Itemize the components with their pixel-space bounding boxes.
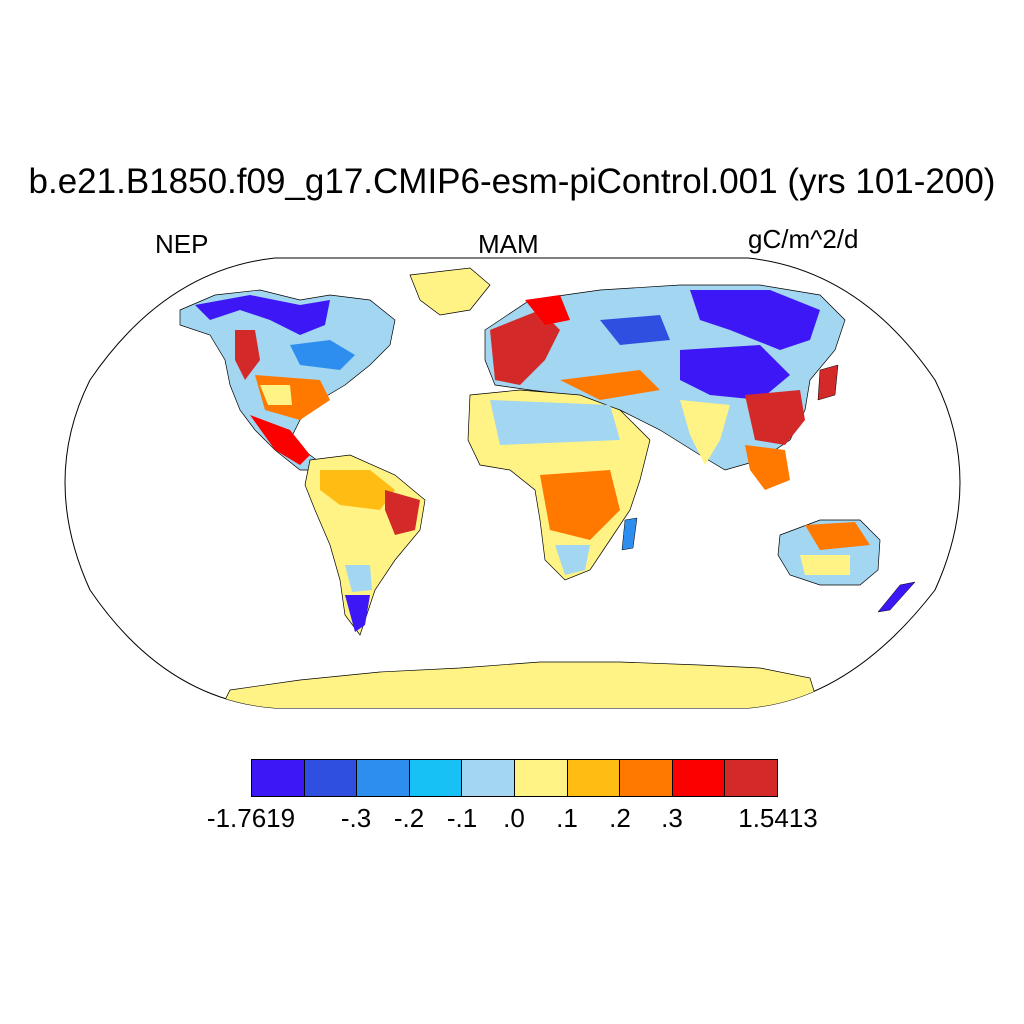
- colorbar-label: -.1: [446, 803, 478, 833]
- colorbar-label: .0: [503, 803, 525, 833]
- region-west-asia: [600, 315, 670, 345]
- colorbar-box: [567, 760, 621, 796]
- region-mediterranean: [560, 370, 660, 400]
- colorbar-box: [672, 760, 726, 796]
- colorbar-label-max: 1.5413: [738, 803, 818, 833]
- land-madagascar: [621, 517, 638, 551]
- colorbar-box: [462, 760, 515, 796]
- colorbar-label: -.3: [340, 803, 372, 833]
- region-southern-africa: [555, 545, 590, 575]
- region-amazon: [320, 470, 395, 510]
- region-sahara: [490, 400, 620, 445]
- colorbar-label: .1: [556, 803, 578, 833]
- figure-title: b.e21.B1850.f09_g17.CMIP6-esm-piControl.…: [28, 162, 996, 201]
- colorbar-label-min: -1.7619: [206, 803, 296, 833]
- region-central-asia: [680, 345, 790, 400]
- region-southeast-asia: [745, 445, 790, 490]
- region-canada-boreal: [195, 295, 330, 335]
- region-east-asia: [745, 390, 805, 445]
- colorbar-box: [514, 760, 568, 796]
- colorbar-label: .3: [661, 803, 683, 833]
- region-pacific-northwest: [235, 330, 260, 380]
- land-greenland: [409, 267, 491, 316]
- region-great-lakes: [290, 340, 355, 370]
- colorbar-label: .2: [609, 803, 631, 833]
- region-central-us: [260, 385, 292, 405]
- colorbar-box: [409, 760, 463, 796]
- season-label: MAM: [478, 229, 539, 259]
- colorbar-box: [620, 760, 673, 796]
- region-north-australia: [805, 522, 870, 550]
- colorbar-box: [357, 760, 410, 796]
- colorbar-box: [725, 760, 777, 796]
- land-antarctica: [219, 661, 821, 708]
- colorbar-box: [304, 760, 358, 796]
- region-siberia: [690, 290, 820, 350]
- colorbar: [251, 759, 778, 797]
- colorbar-box: [252, 760, 305, 796]
- region-inner-australia: [800, 555, 850, 575]
- region-brazil-east: [385, 490, 420, 535]
- units-label: gC/m^2/d: [748, 224, 859, 254]
- region-scandinavia: [525, 295, 570, 325]
- region-mexico: [250, 415, 310, 465]
- land-new-zealand: [877, 581, 916, 613]
- region-patagonia: [345, 595, 370, 632]
- variable-label: NEP: [155, 229, 209, 259]
- colorbar-label: -.2: [393, 803, 425, 833]
- region-south-asia: [680, 400, 730, 465]
- region-south-cone: [345, 565, 372, 592]
- region-central-africa: [540, 470, 620, 540]
- region-europe: [490, 310, 560, 385]
- region-japan: [817, 364, 839, 401]
